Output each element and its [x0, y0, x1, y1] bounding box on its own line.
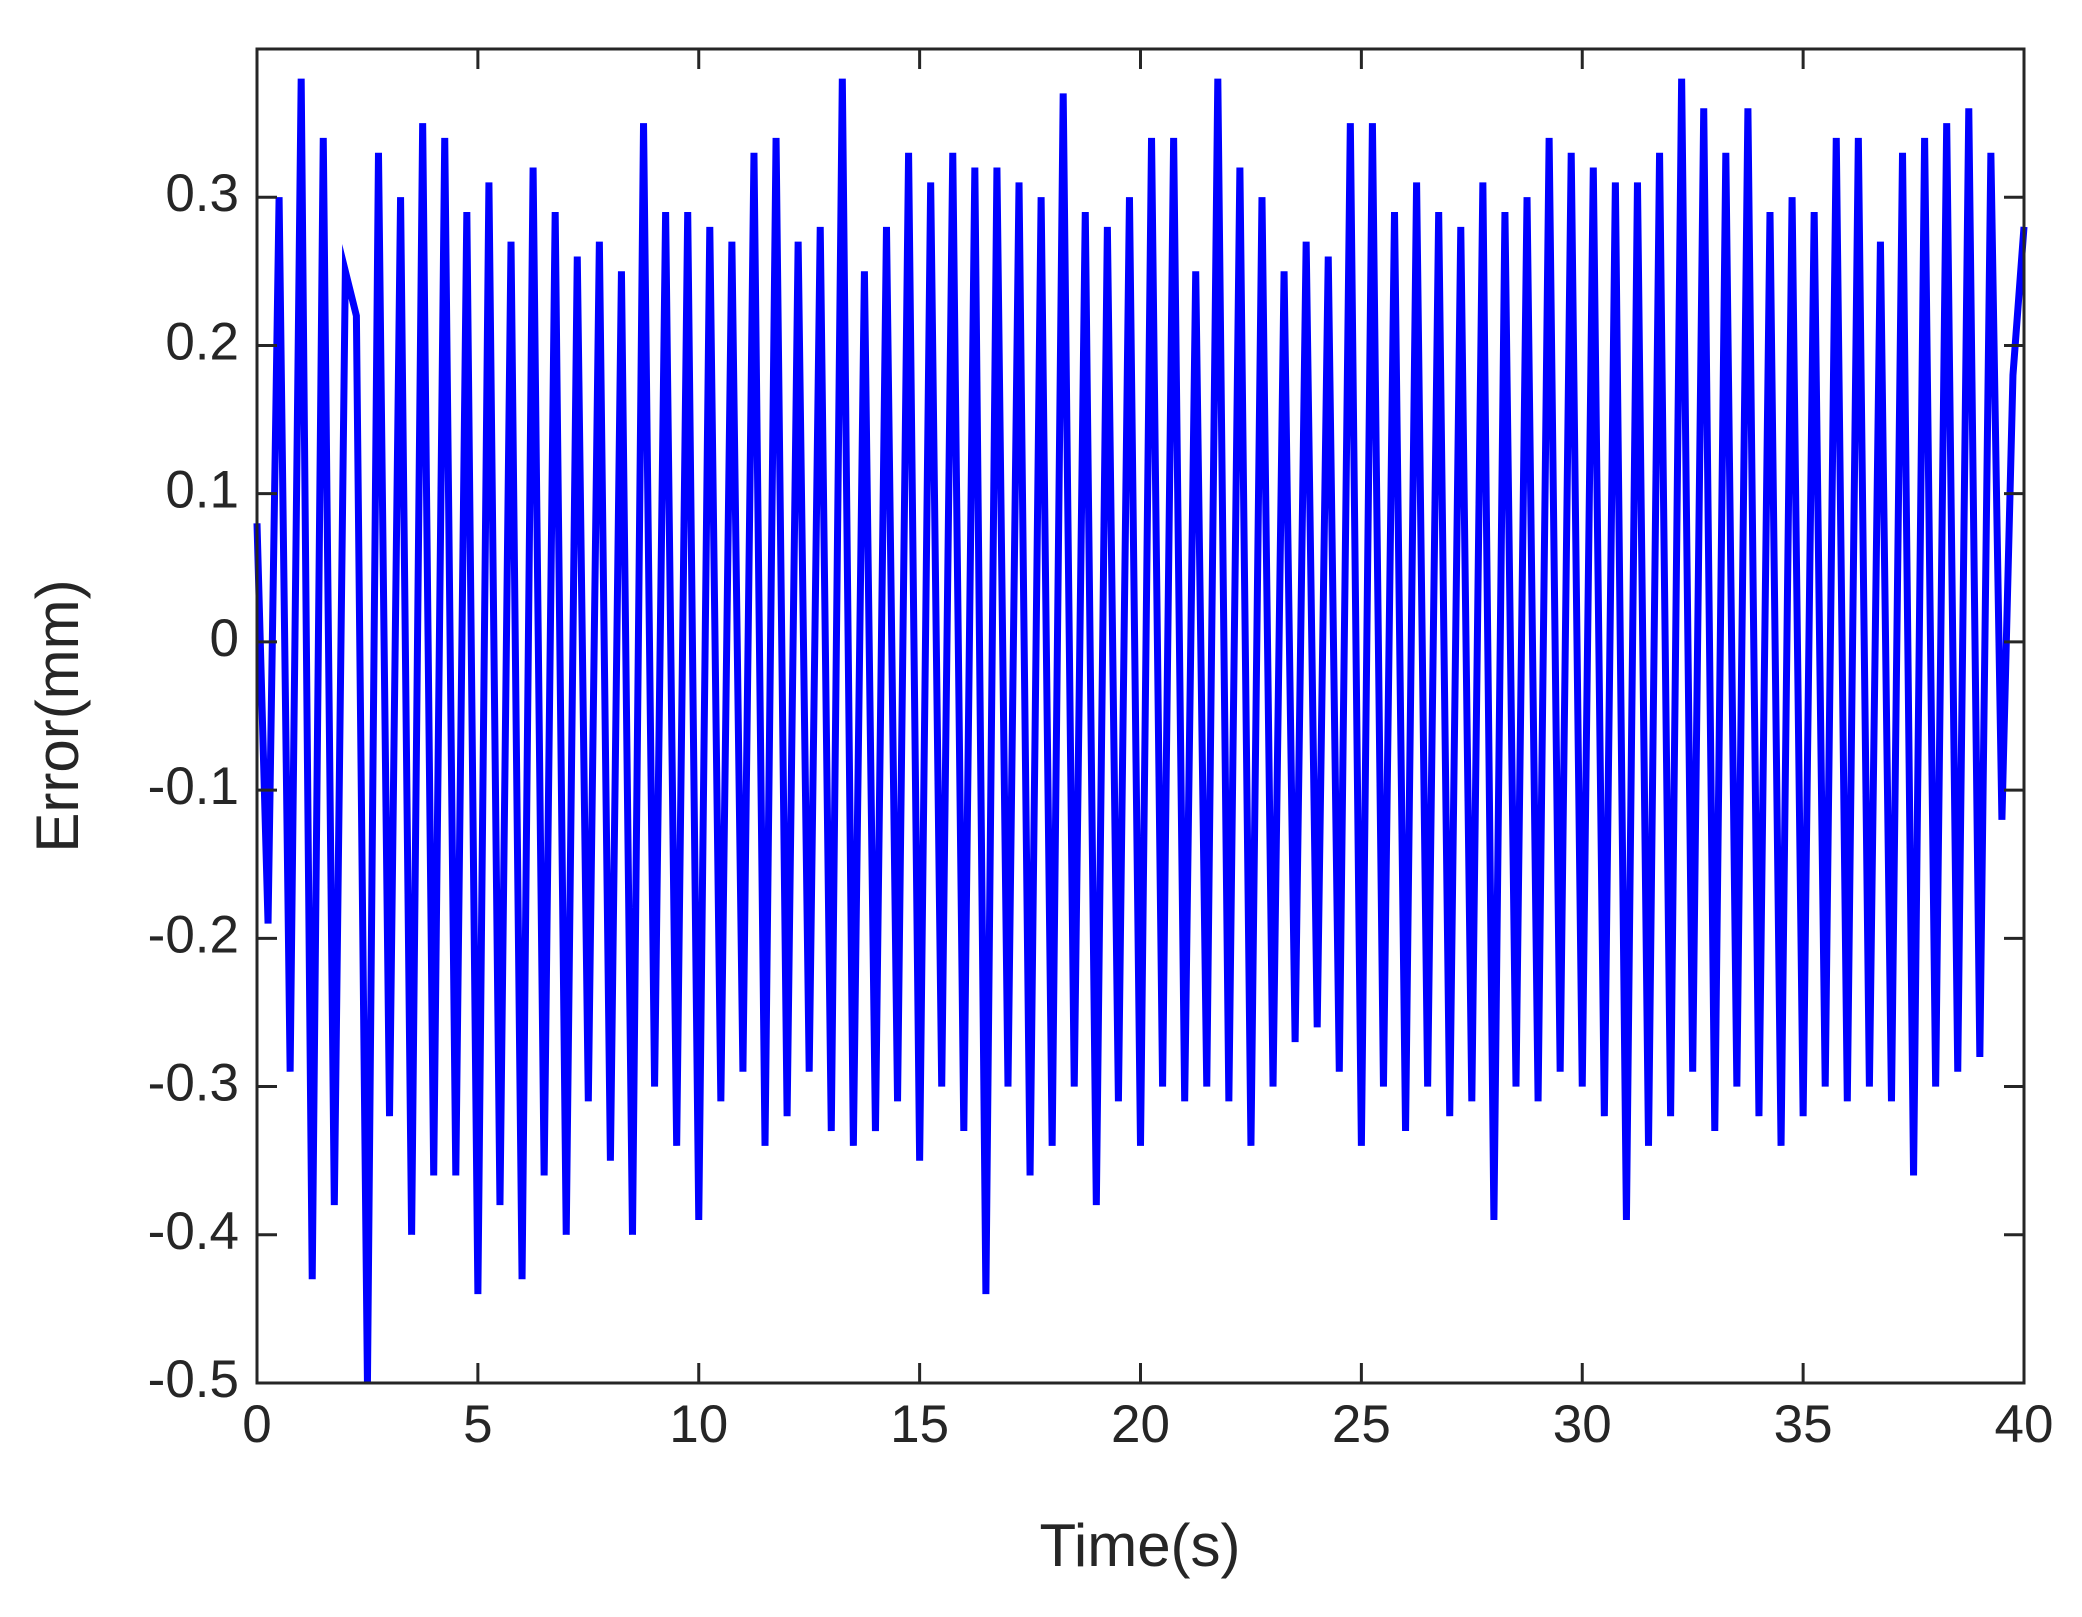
- y-tick-label: -0.5: [148, 1350, 239, 1409]
- x-tick-label: 40: [1995, 1395, 2054, 1454]
- y-tick-label: 0.3: [165, 164, 239, 223]
- y-tick-label: 0: [210, 609, 239, 668]
- y-tick-label: 0.2: [165, 312, 239, 371]
- x-axis-label: Time(s): [1039, 1512, 1240, 1579]
- y-tick-label: -0.4: [148, 1202, 239, 1261]
- y-tick-label: -0.2: [148, 905, 239, 964]
- x-tick-label: 25: [1332, 1395, 1391, 1454]
- y-tick-label: 0.1: [165, 461, 239, 520]
- y-tick-label: -0.1: [148, 757, 239, 816]
- x-tick-label: 0: [242, 1395, 271, 1454]
- x-tick-label: 10: [669, 1395, 728, 1454]
- x-tick-label: 15: [890, 1395, 949, 1454]
- x-tick-label: 30: [1553, 1395, 1612, 1454]
- x-tick-label: 35: [1774, 1395, 1833, 1454]
- data-line: [253, 78, 2028, 1384]
- y-axis-label: Error(mm): [24, 579, 91, 852]
- x-tick-label: 5: [463, 1395, 492, 1454]
- x-tick-label: 20: [1111, 1395, 1170, 1454]
- y-tick-label: -0.3: [148, 1054, 239, 1113]
